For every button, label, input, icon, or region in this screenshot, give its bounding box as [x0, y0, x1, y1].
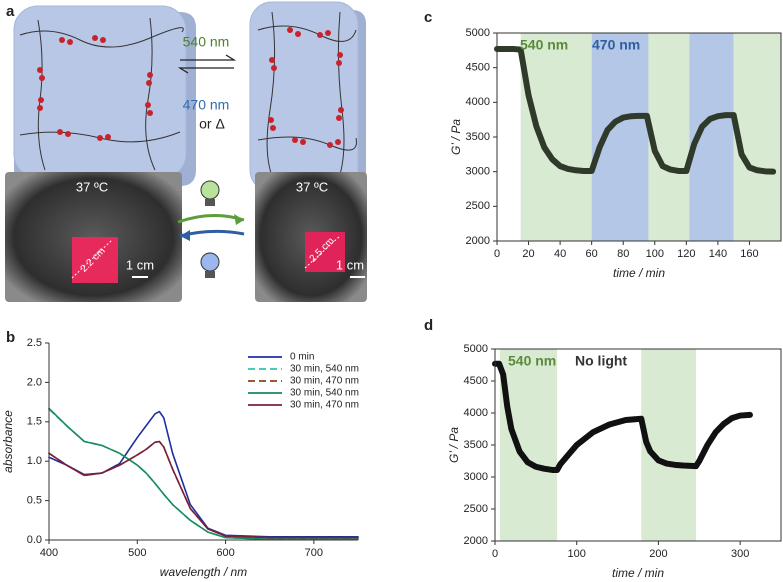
annotation: 540 nm: [520, 37, 568, 53]
x-tick-label: 160: [740, 248, 758, 260]
data-line: [494, 45, 777, 175]
y-tick-label: 4000: [464, 407, 488, 419]
y-tick-label: 2500: [464, 503, 488, 515]
y-tick-label: 0.5: [27, 495, 42, 507]
x-axis-label: time / min: [613, 266, 665, 280]
legend-label: 30 min, 470 nm: [290, 376, 359, 387]
shaded-region: [591, 33, 649, 241]
x-axis-label: time / min: [612, 566, 664, 580]
y-tick-label: 2500: [466, 200, 490, 212]
y-tick-label: 4500: [466, 62, 490, 74]
data-line: [492, 360, 753, 473]
y-tick-label: 3000: [466, 166, 490, 178]
plot-frame: [494, 348, 782, 542]
reverse-alt: or Δ: [199, 116, 225, 132]
legend-label: 0 min: [290, 352, 314, 363]
shaded-region: [520, 33, 592, 241]
x-tick-label: 0: [494, 248, 500, 260]
y-tick-label: 4000: [466, 96, 490, 108]
forward-label: 540 nm: [183, 34, 230, 50]
y-tick-label: 2000: [466, 235, 490, 247]
x-tick-label: 20: [522, 248, 534, 260]
y-axis-label: G’ / Pa: [447, 427, 461, 463]
shaded-region: [499, 349, 558, 541]
shaded-region: [648, 33, 690, 241]
y-tick-label: 2.5: [27, 337, 42, 349]
gel-illustration: [5, 1, 367, 302]
x-tick-label: 200: [649, 548, 667, 560]
y-tick-label: 1.5: [27, 416, 42, 428]
x-tick-label: 300: [731, 548, 749, 560]
legend-label: 30 min, 540 nm: [290, 364, 359, 375]
y-tick-label: 5000: [466, 27, 490, 39]
y-tick-label: 3000: [464, 471, 488, 483]
x-tick-label: 120: [677, 248, 695, 260]
x-tick-label: 100: [646, 248, 664, 260]
panel-label: b: [6, 329, 15, 346]
scale-bar-label: 1 cm: [336, 257, 364, 272]
y-tick-label: 1.0: [27, 455, 42, 467]
legend-label: 30 min, 540 nm: [290, 388, 359, 399]
x-tick-label: 140: [709, 248, 727, 260]
x-tick-label: 100: [568, 548, 586, 560]
panel-label: d: [424, 317, 433, 334]
y-axis-label: G’ / Pa: [449, 119, 463, 155]
x-tick-label: 400: [40, 547, 58, 559]
scale-bar-label: 1 cm: [126, 257, 154, 272]
x-tick-label: 80: [617, 248, 629, 260]
panel-label: a: [6, 3, 15, 20]
x-tick-label: 600: [216, 547, 234, 559]
y-tick-label: 2.0: [27, 376, 42, 388]
x-axis-label: wavelength / nm: [160, 565, 247, 579]
temperature: 37 ºC: [296, 179, 328, 194]
annotation: 540 nm: [508, 353, 556, 369]
y-tick-label: 2000: [464, 535, 488, 547]
x-tick-label: 0: [492, 548, 498, 560]
data-line: [48, 407, 359, 541]
y-tick-label: 3500: [464, 439, 488, 451]
shaded-region: [733, 33, 781, 241]
x-tick-label: 60: [586, 248, 598, 260]
reverse-label: 470 nm: [183, 97, 230, 113]
x-tick-label: 500: [128, 547, 146, 559]
x-tick-label: 700: [305, 547, 323, 559]
axes: [48, 343, 358, 541]
temperature: 37 ºC: [76, 179, 108, 194]
annotation: 470 nm: [592, 37, 640, 53]
y-tick-label: 3500: [466, 131, 490, 143]
plot-frame: [496, 32, 782, 242]
data-line: [48, 440, 359, 539]
y-tick-label: 0.0: [27, 534, 42, 546]
annotation: No light: [575, 353, 627, 369]
legend-label: 30 min, 470 nm: [290, 400, 359, 411]
y-tick-label: 5000: [464, 343, 488, 355]
y-tick-label: 4500: [464, 375, 488, 387]
x-tick-label: 40: [554, 248, 566, 260]
panel-label: c: [424, 9, 432, 26]
y-axis-label: absorbance: [1, 410, 15, 473]
